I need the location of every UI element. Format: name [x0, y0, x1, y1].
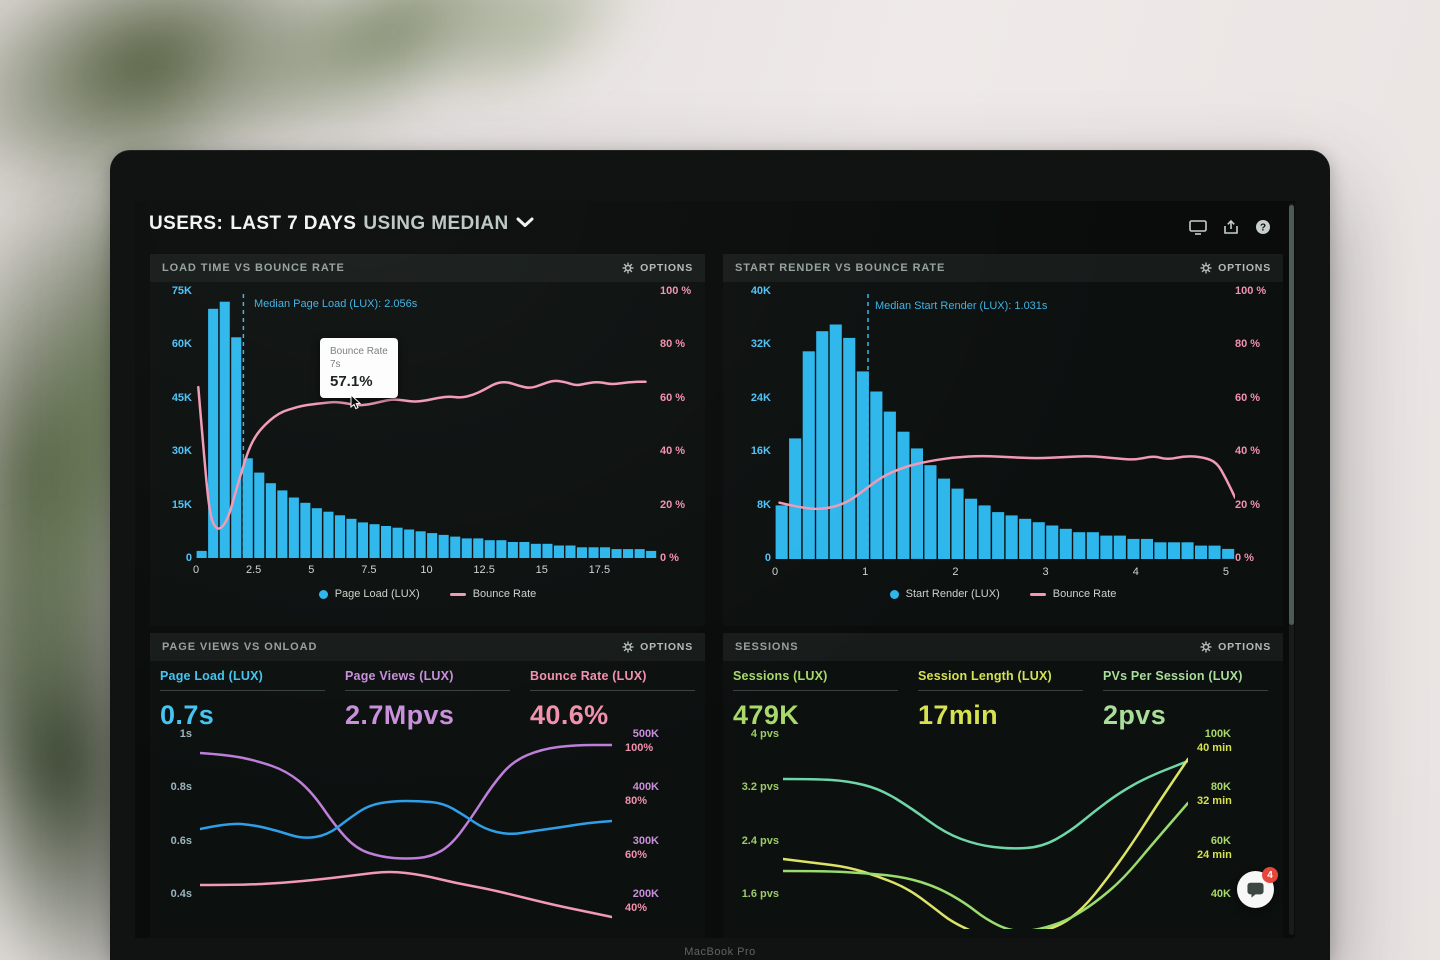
median-annotation: Median Page Load (LUX): 2.056s [254, 298, 418, 310]
pageviews-onload-chart[interactable] [200, 729, 612, 929]
start-render-chart[interactable] [775, 291, 1235, 559]
legend-page-load: Page Load (LUX) [318, 588, 420, 600]
legend-bounce-rate: Bounce Rate [449, 588, 536, 600]
options-button[interactable]: OPTIONS [622, 262, 693, 274]
y-axis-right: 100 % 80 % 60 % 40 % 20 % 0 % [1235, 285, 1267, 564]
legend-dot [318, 589, 328, 599]
display-icon[interactable] [1189, 219, 1207, 235]
share-icon[interactable] [1223, 219, 1239, 235]
laptop-brand-label: MacBook Pro [684, 946, 756, 958]
panel-sessions: SESSIONS OPTIONS Sessions (LUX) 479K Ses… [723, 633, 1283, 938]
dashboard-screen: USERS: LAST 7 DAYS USING MEDIAN ? [135, 201, 1295, 938]
panel-load-time: LOAD TIME VS BOUNCE RATE OPTIONS 75K 60K 4… [150, 254, 705, 626]
tooltip-value: 57.1% [330, 373, 373, 390]
panel-title: START RENDER VS BOUNCE RATE [735, 262, 946, 274]
options-button[interactable]: OPTIONS [622, 641, 693, 653]
stat-sessions: Sessions (LUX) 479K [733, 669, 898, 731]
y-axis-left: 1s 0.8s 0.6s 0.4s [170, 728, 192, 900]
chevron-down-icon [516, 215, 534, 233]
stat-page-load: Page Load (LUX) 0.7s [160, 669, 325, 731]
gear-icon [1200, 262, 1212, 274]
tooltip-time: 7s [330, 359, 341, 370]
stat-session-length: Session Length (LUX) 17min [918, 669, 1083, 731]
chat-bubble-icon [1247, 882, 1264, 898]
panel-pageviews-onload: PAGE VIEWS VS ONLOAD OPTIONS Page Load (… [150, 633, 705, 938]
panel-title: PAGE VIEWS VS ONLOAD [162, 641, 318, 653]
gear-icon [1200, 641, 1212, 653]
stat-page-views: Page Views (LUX) 2.7Mpvs [345, 669, 510, 731]
median-annotation: Median Start Render (LUX): 1.031s [875, 300, 1048, 312]
laptop: USERS: LAST 7 DAYS USING MEDIAN ? [110, 150, 1330, 960]
scrollbar-thumb[interactable] [1289, 205, 1294, 625]
title-using: USING MEDIAN [363, 213, 509, 234]
legend-start-render: Start Render (LUX) [889, 588, 1000, 600]
gear-icon [622, 641, 634, 653]
help-icon[interactable]: ? [1255, 219, 1271, 235]
legend-dot [889, 589, 899, 599]
legend-line [449, 592, 466, 596]
mouse-cursor-icon [350, 393, 362, 415]
chart-tooltip: Bounce Rate 7s 57.1% [320, 338, 398, 398]
y-axis-right: 100K 40 min 80K 32 min 60K 24 min 40K [1197, 728, 1232, 900]
gear-icon [622, 262, 634, 274]
y-axis-right: 100 % 80 % 60 % 40 % 20 % 0 % [660, 285, 692, 564]
scrollbar-track[interactable] [1289, 203, 1294, 935]
x-axis: 0 2.5 5 7.5 10 12.5 15 17.5 [192, 564, 611, 576]
y-axis-left: 40K 32K 24K 16K 8K 0 [750, 285, 771, 564]
title-range: LAST 7 DAYS [230, 213, 357, 234]
tooltip-title: Bounce Rate [330, 346, 388, 357]
title-users: USERS: [149, 213, 224, 234]
legend-line [1029, 592, 1046, 596]
legend-bounce-rate: Bounce Rate [1029, 588, 1116, 600]
stat-pvs-per-session: PVs Per Session (LUX) 2pvs [1103, 669, 1268, 731]
options-button[interactable]: OPTIONS [1200, 641, 1271, 653]
stat-bounce-rate: Bounce Rate (LUX) 40.6% [530, 669, 695, 731]
y-axis-left: 4 pvs 3.2 pvs 2.4 pvs 1.6 pvs [741, 728, 779, 900]
panel-title: LOAD TIME VS BOUNCE RATE [162, 262, 345, 274]
sessions-chart[interactable] [783, 729, 1188, 929]
panel-title: SESSIONS [735, 641, 799, 653]
chat-launcher-button[interactable]: 4 [1237, 867, 1278, 908]
chat-unread-badge: 4 [1262, 867, 1278, 883]
panel-start-render: START RENDER VS BOUNCE RATE OPTIONS 40K 3… [723, 254, 1283, 626]
options-button[interactable]: OPTIONS [1200, 262, 1271, 274]
y-axis-left: 75K 60K 45K 30K 15K 0 [171, 285, 192, 564]
dashboard-title-dropdown[interactable]: USERS: LAST 7 DAYS USING MEDIAN [149, 213, 534, 235]
svg-text:?: ? [1260, 223, 1266, 234]
y-axis-right: 500K 100% 400K 80% 300K 60% 200K 40% [625, 728, 659, 914]
load-time-chart[interactable] [196, 291, 657, 558]
